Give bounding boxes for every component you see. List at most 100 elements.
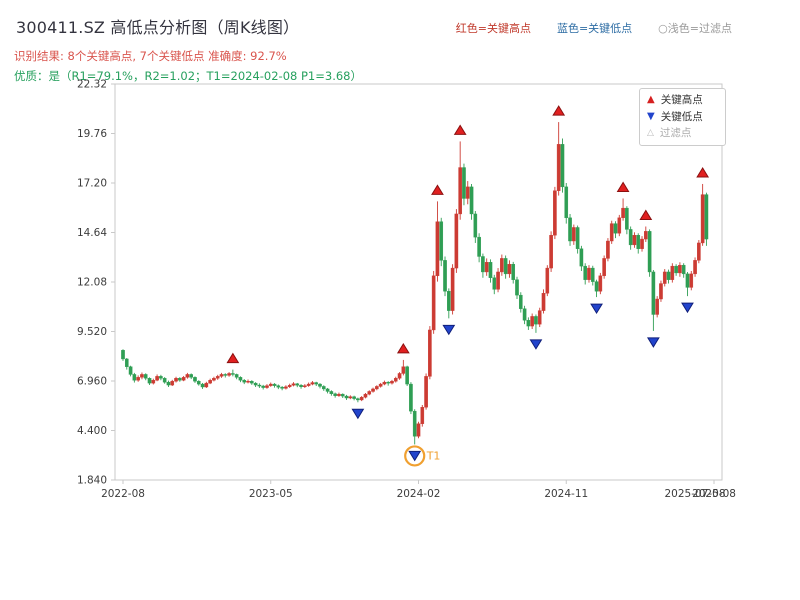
legend-item-filter: △ 过滤点	[647, 127, 718, 140]
candle-body	[196, 380, 201, 385]
candle-body	[447, 291, 451, 311]
candle-body	[359, 397, 364, 401]
key-low-marker	[351, 408, 365, 420]
key-high-markers	[226, 105, 710, 364]
candle-body	[238, 377, 243, 381]
key-low-markers	[351, 302, 694, 462]
candle-body	[530, 316, 534, 327]
candle-body	[253, 382, 258, 386]
candle-body	[681, 264, 686, 275]
candle-body	[522, 308, 527, 321]
key-low-marker	[646, 337, 660, 348]
candle-body	[371, 388, 375, 392]
candle-body	[568, 217, 572, 242]
candle-body	[284, 386, 288, 389]
candle-body	[204, 382, 209, 388]
candle-body	[697, 242, 701, 261]
candle-body	[250, 380, 254, 384]
candle-body	[458, 167, 462, 215]
candle-body	[659, 283, 663, 300]
plot-legend: ▲ 关键高点 ▼ 关键低点 △ 过滤点	[639, 88, 726, 146]
legend-item-label: 过滤点	[659, 127, 692, 140]
candle-body	[424, 376, 428, 408]
legend-item-label: 关键低点	[660, 110, 703, 123]
candle-body	[193, 377, 197, 382]
candle-body	[640, 238, 644, 249]
candle-body	[412, 410, 417, 437]
candle-body	[132, 374, 137, 381]
candle-body	[662, 271, 667, 284]
candle-body	[200, 383, 205, 388]
y-tick-label: 9.520	[77, 326, 107, 338]
candle-body	[178, 378, 182, 381]
candle-body	[242, 380, 247, 383]
candle-body	[340, 393, 345, 397]
candle-body	[545, 267, 550, 294]
t1-circle-icon	[404, 445, 426, 467]
y-tick-label: 22.32	[77, 79, 107, 91]
up-triangle-icon: ▲	[647, 94, 655, 106]
candle-body	[124, 358, 129, 367]
candle-body	[405, 366, 409, 385]
candle-body	[212, 378, 216, 381]
candle-body	[128, 366, 133, 375]
header-legend: 红色=关键高点 蓝色=关键低点 ○浅色=过滤点	[456, 20, 732, 36]
candle-body	[223, 374, 228, 376]
candle-body	[363, 393, 368, 398]
down-triangle-icon: ▼	[647, 110, 655, 122]
candle-body	[367, 391, 372, 395]
plot-border	[114, 83, 723, 481]
x-tick-label: 2024-02	[397, 488, 441, 500]
candle-body	[299, 385, 303, 388]
candle-body	[632, 235, 637, 246]
candle-body	[386, 381, 390, 384]
key-high-marker	[226, 352, 240, 364]
t1-annotation: T1	[404, 445, 440, 467]
candle-body	[185, 374, 190, 378]
legend-item-label: 关键高点	[660, 94, 703, 106]
key-low-marker	[681, 302, 694, 314]
candle-body	[674, 265, 678, 274]
candle-body	[321, 386, 326, 390]
candle-body	[162, 378, 167, 383]
key-high-marker	[453, 124, 467, 135]
candle-body	[208, 380, 212, 384]
candle-body	[644, 231, 648, 240]
candle-body	[416, 423, 421, 437]
candle-body	[314, 382, 319, 385]
candle-body	[344, 395, 349, 399]
key-high-marker	[552, 105, 566, 116]
x-tick-label: 2024-11	[544, 488, 588, 500]
candle-body	[518, 294, 523, 309]
candle-body	[670, 265, 675, 280]
candle-body	[356, 398, 360, 401]
candle-body	[348, 396, 353, 399]
candle-body	[295, 383, 300, 386]
candle-body	[121, 350, 125, 360]
candle-body	[265, 385, 269, 388]
key-high-marker	[696, 167, 710, 178]
candle-body	[534, 316, 538, 325]
y-tick-label: 19.76	[77, 128, 107, 140]
candle-body	[500, 258, 504, 273]
key-high-marker	[396, 342, 410, 354]
candle-body	[450, 267, 455, 311]
candle-body	[428, 329, 432, 377]
candle-body	[492, 277, 497, 290]
candle-body	[617, 217, 622, 234]
candle-body	[378, 383, 383, 387]
key-high-marker	[616, 181, 630, 192]
candle-body	[549, 235, 553, 269]
candle-body	[151, 380, 156, 384]
candle-body	[318, 383, 322, 387]
candle-body	[439, 221, 444, 261]
candle-body	[443, 260, 447, 292]
chart-title: 300411.SZ 高低点分析图（周K线图）	[16, 18, 300, 37]
candle-body	[397, 373, 402, 379]
candle-body	[602, 258, 606, 277]
candle-body	[382, 381, 387, 385]
candle-body	[352, 396, 356, 399]
candle-body	[189, 374, 193, 378]
candle-body	[628, 229, 633, 246]
